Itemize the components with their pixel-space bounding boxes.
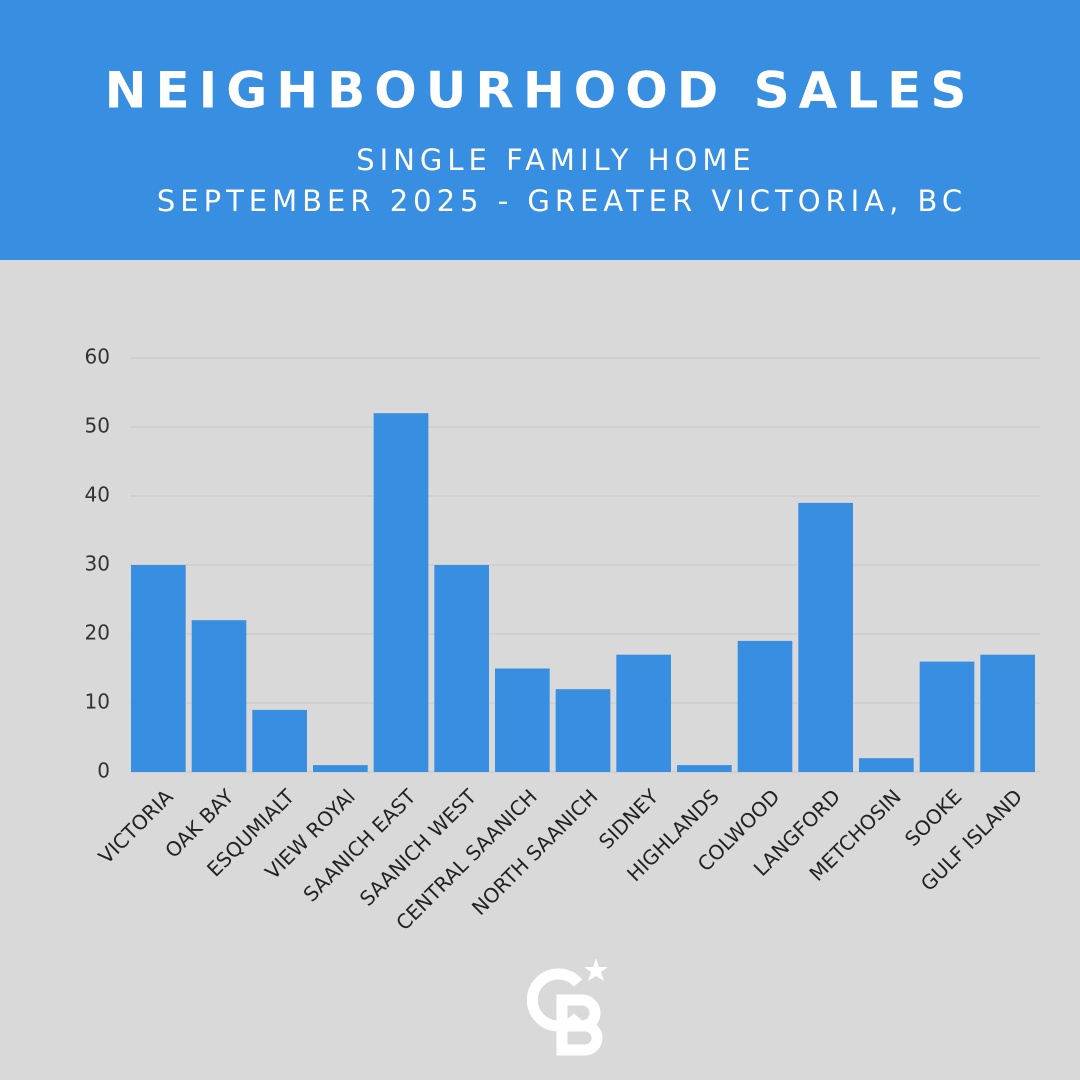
chart-subtitle: SEPTEMBER 2025 - GREATER VICTORIA, BC xyxy=(157,184,967,218)
y-tick-label: 0 xyxy=(97,759,110,783)
y-tick-label: 30 xyxy=(85,552,110,576)
logo xyxy=(526,958,608,1056)
y-tick-label: 10 xyxy=(85,690,110,714)
bar xyxy=(798,502,853,772)
bar xyxy=(980,654,1035,772)
y-tick-label: 60 xyxy=(85,345,110,369)
bar xyxy=(495,668,550,772)
bar xyxy=(919,661,975,772)
bar xyxy=(191,620,247,772)
chart-title: NEIGHBOURHOOD SALES xyxy=(105,62,976,120)
header-band xyxy=(0,0,1080,260)
bar xyxy=(859,758,914,772)
bar xyxy=(373,413,429,772)
bar xyxy=(616,654,671,772)
chart-subtitle: SINGLE FAMILY HOME xyxy=(356,143,755,177)
bar xyxy=(737,640,793,772)
y-tick-label: 50 xyxy=(85,414,110,438)
bar xyxy=(313,765,368,772)
y-tick-label: 20 xyxy=(85,621,110,645)
bar xyxy=(555,689,611,772)
bar xyxy=(252,709,307,772)
y-tick-label: 40 xyxy=(85,483,110,507)
logo-b xyxy=(556,994,603,1056)
logo-star xyxy=(584,958,608,981)
bar xyxy=(434,565,489,772)
bar xyxy=(131,565,186,772)
bar xyxy=(677,765,732,772)
